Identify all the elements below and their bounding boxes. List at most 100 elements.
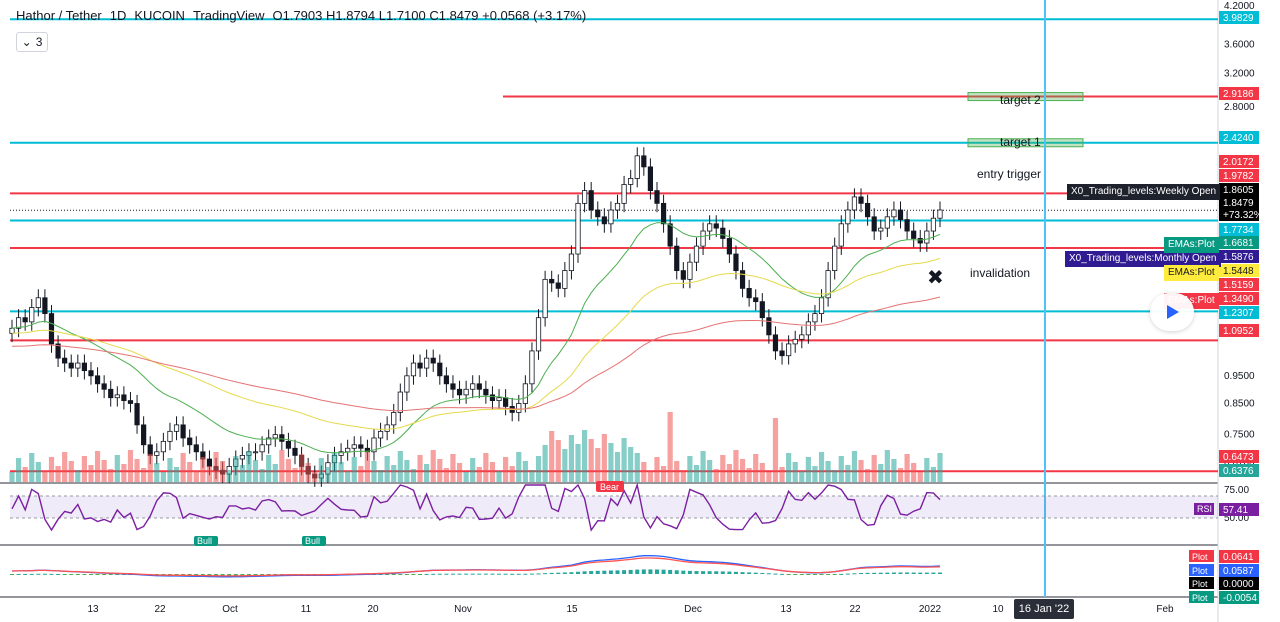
macd-value-bg [1219, 550, 1259, 563]
macd-value-bg [1219, 564, 1259, 577]
collapse-indicators-button[interactable]: ⌄ 3 [16, 32, 48, 52]
volume-bar [779, 467, 785, 482]
candle-body [733, 253, 739, 272]
candle-body [851, 196, 858, 211]
macd-histogram-bar [62, 574, 67, 575]
price-label-bg [1219, 324, 1259, 337]
symbol-name[interactable]: Hathor / Tether [16, 8, 102, 23]
macd-histogram-bar [556, 572, 561, 574]
candle-body [134, 403, 140, 426]
macd-histogram-bar [437, 573, 442, 575]
candle-body [48, 313, 55, 345]
candle-body [147, 444, 153, 456]
candle-body [496, 397, 502, 401]
candle-body [812, 313, 818, 323]
candle-body [555, 282, 561, 289]
candle-body [463, 388, 469, 396]
macd-histogram-bar [819, 574, 824, 575]
volume-bar [575, 444, 581, 482]
time-axis-tick: 15 [566, 604, 578, 615]
volume-bar [292, 468, 298, 482]
macd-histogram-bar [628, 569, 633, 574]
volume-bar [279, 450, 285, 482]
candle-body [108, 388, 114, 399]
candle-body [272, 434, 278, 439]
replay-play-button[interactable] [1150, 293, 1194, 331]
collapsed-count: 3 [35, 35, 43, 49]
macd-histogram-bar [260, 574, 265, 576]
monthly-open-tag: X0_Trading_levels:Monthly Open [1065, 251, 1221, 267]
macd-histogram-bar [75, 574, 80, 575]
candle-body [127, 400, 134, 404]
time-axis-tick: 22 [154, 604, 166, 615]
candle-body [634, 155, 640, 179]
candle-body [239, 454, 245, 460]
macd-histogram-bar [595, 570, 600, 574]
macd-histogram-bar [233, 574, 238, 576]
volume-bar [496, 471, 502, 482]
volume-bar [845, 465, 851, 482]
price-label-bg [1219, 264, 1259, 277]
interval[interactable]: 1D [109, 8, 127, 23]
price-label: +73.32% [1223, 210, 1263, 221]
ema-plot-tag-1: EMAs:Plot [1164, 237, 1219, 253]
candle-body [522, 383, 528, 404]
bull-label-2-bg [302, 536, 326, 546]
candle-body [259, 444, 265, 453]
volume-bar [424, 464, 430, 482]
volume-bar [509, 466, 515, 482]
candle-body [845, 209, 851, 225]
volume-bar [167, 458, 173, 482]
price-label-bg [1219, 236, 1259, 249]
candle-body [739, 270, 746, 289]
volume-bar [147, 454, 153, 482]
macd-histogram-bar [806, 574, 811, 575]
volume-bar [443, 468, 449, 482]
candle-body [878, 227, 884, 232]
macd-histogram-bar [812, 574, 817, 575]
price-axis-tick: 0.9500 [1224, 371, 1255, 382]
macd-histogram-bar [398, 574, 403, 575]
macd-histogram-bar [404, 574, 409, 575]
macd-histogram-bar [845, 573, 850, 575]
volume-bar [851, 451, 858, 482]
candle-body [55, 343, 61, 359]
macd-histogram-bar [654, 569, 659, 574]
price-label-bg [1219, 306, 1259, 319]
macd-histogram-bar [852, 573, 857, 575]
volume-bar [55, 466, 61, 482]
volume-bar [634, 453, 640, 482]
price-label-bg [1219, 169, 1259, 182]
candle-body [858, 196, 864, 204]
price-label: 1.5448 [1223, 266, 1254, 277]
volume-bar [397, 451, 403, 482]
candle-body [641, 155, 647, 168]
candle-body [483, 388, 489, 396]
macd-name-label: Plot [1192, 579, 1208, 589]
price-axis-tick: 3.6000 [1224, 39, 1255, 50]
price-axis-tick: 4.2000 [1224, 1, 1255, 12]
volume-bar [318, 458, 324, 482]
ema-fast-line [11, 222, 941, 454]
candle-body [720, 227, 726, 239]
volume-bar [581, 430, 588, 482]
volume-bar [753, 454, 759, 482]
candle-body [384, 424, 390, 432]
macd-histogram-bar [615, 570, 620, 574]
volume-bar [94, 451, 101, 482]
volume-bar [15, 458, 22, 482]
volume-bar [173, 467, 180, 482]
volume-bar [628, 447, 634, 482]
bear-label-bg [596, 481, 624, 492]
volume-bar [720, 455, 726, 482]
volume-bar [68, 461, 74, 482]
volume-bar [134, 459, 140, 482]
volume-bar [127, 450, 134, 482]
volume-bar [22, 467, 28, 482]
volume-bar [937, 453, 943, 482]
play-icon [1167, 305, 1179, 319]
volume-bar [266, 455, 272, 482]
volume-bar [825, 461, 831, 482]
macd-histogram-bar [95, 574, 100, 575]
